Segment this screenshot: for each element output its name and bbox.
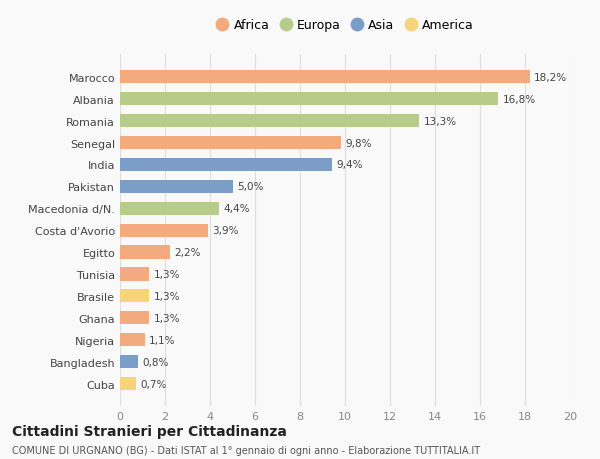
Bar	[120, 246, 170, 259]
Text: 18,2%: 18,2%	[534, 73, 567, 83]
Bar	[120, 333, 145, 347]
Bar	[120, 355, 138, 369]
Text: 1,3%: 1,3%	[154, 291, 180, 301]
Legend: Africa, Europa, Asia, America: Africa, Europa, Asia, America	[212, 16, 478, 36]
Text: 2,2%: 2,2%	[174, 247, 200, 257]
Text: Cittadini Stranieri per Cittadinanza: Cittadini Stranieri per Cittadinanza	[12, 425, 287, 438]
Text: 16,8%: 16,8%	[503, 95, 536, 105]
Bar	[120, 377, 136, 390]
Bar	[120, 202, 219, 215]
Bar	[120, 137, 341, 150]
Bar	[120, 158, 331, 172]
Text: COMUNE DI URGNANO (BG) - Dati ISTAT al 1° gennaio di ogni anno - Elaborazione TU: COMUNE DI URGNANO (BG) - Dati ISTAT al 1…	[12, 445, 480, 455]
Bar	[120, 224, 208, 237]
Text: 0,7%: 0,7%	[140, 379, 167, 389]
Text: 1,3%: 1,3%	[154, 269, 180, 280]
Bar	[120, 312, 149, 325]
Text: 13,3%: 13,3%	[424, 116, 457, 126]
Text: 1,1%: 1,1%	[149, 335, 176, 345]
Bar	[120, 290, 149, 303]
Bar	[120, 93, 498, 106]
Text: 0,8%: 0,8%	[143, 357, 169, 367]
Bar	[120, 71, 530, 84]
Text: 9,4%: 9,4%	[336, 160, 362, 170]
Bar	[120, 180, 233, 194]
Text: 1,3%: 1,3%	[154, 313, 180, 323]
Bar	[120, 115, 419, 128]
Text: 3,9%: 3,9%	[212, 226, 239, 235]
Bar	[120, 268, 149, 281]
Text: 4,4%: 4,4%	[223, 204, 250, 214]
Text: 9,8%: 9,8%	[345, 138, 371, 148]
Text: 5,0%: 5,0%	[237, 182, 263, 192]
